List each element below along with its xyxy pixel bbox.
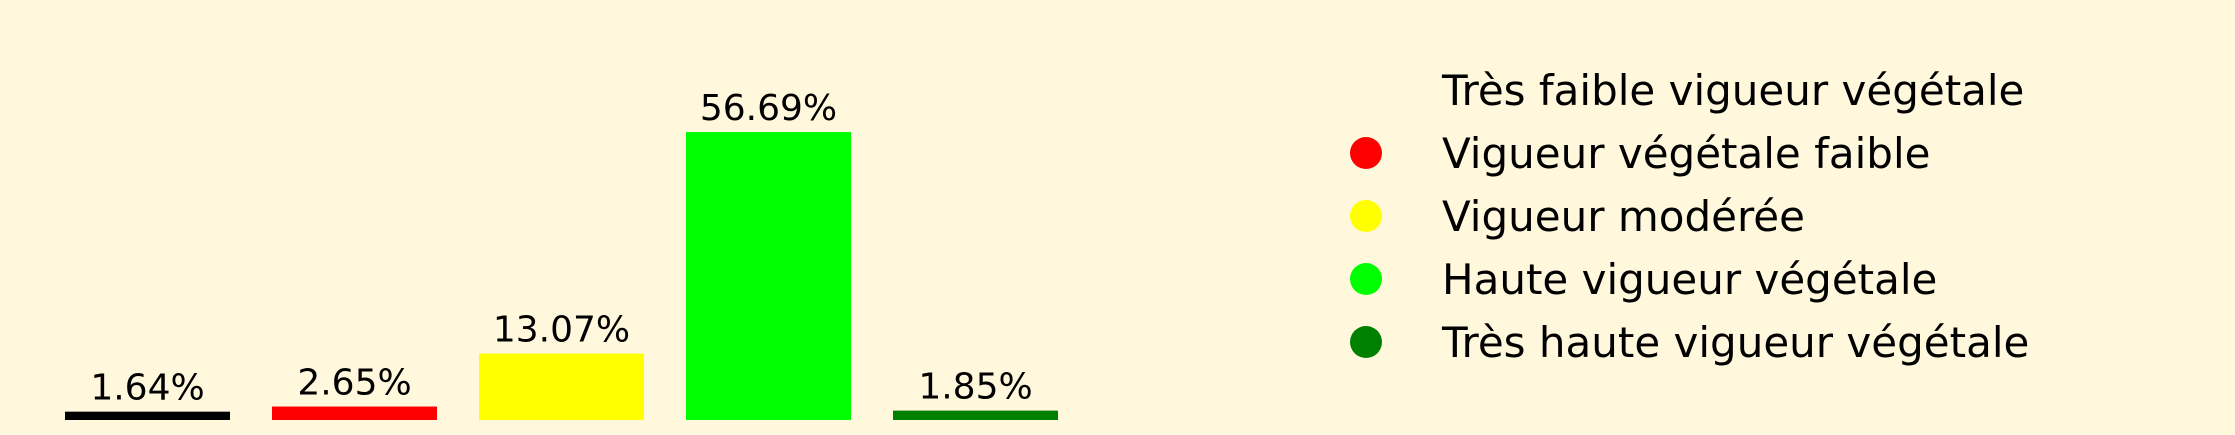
legend-label-3: Vigueur modérée xyxy=(1442,192,1805,241)
bar-value-label-3: 13.07% xyxy=(493,310,630,351)
legend-marker-3 xyxy=(1350,200,1382,232)
bar-value-label-4: 56.69% xyxy=(700,88,837,129)
legend-label-2: Vigueur végétale faible xyxy=(1442,129,1930,178)
bar-5 xyxy=(893,410,1058,420)
legend-label-4: Haute vigueur végétale xyxy=(1442,255,1937,304)
legend-label-5: Très haute vigueur végétale xyxy=(1441,318,2029,367)
bar-4 xyxy=(686,132,851,421)
bar-value-label-5: 1.85% xyxy=(918,367,1032,408)
bar-value-label-2: 2.65% xyxy=(297,363,411,404)
legend-marker-5 xyxy=(1350,326,1382,358)
bars-group xyxy=(65,132,1058,421)
bar-3 xyxy=(479,353,644,420)
legend: Très faible vigueur végétale Vigueur végé… xyxy=(1350,66,2029,367)
legend-marker-4 xyxy=(1350,263,1382,295)
legend-marker-2 xyxy=(1350,137,1382,169)
bar-value-label-1: 1.64% xyxy=(90,368,204,409)
bar-2 xyxy=(272,406,437,420)
legend-label-1: Très faible vigueur végétale xyxy=(1441,66,2024,115)
bar-value-labels: 1.64% 2.65% 13.07% 56.69% 1.85% xyxy=(90,88,1032,409)
bar-1 xyxy=(65,411,230,420)
